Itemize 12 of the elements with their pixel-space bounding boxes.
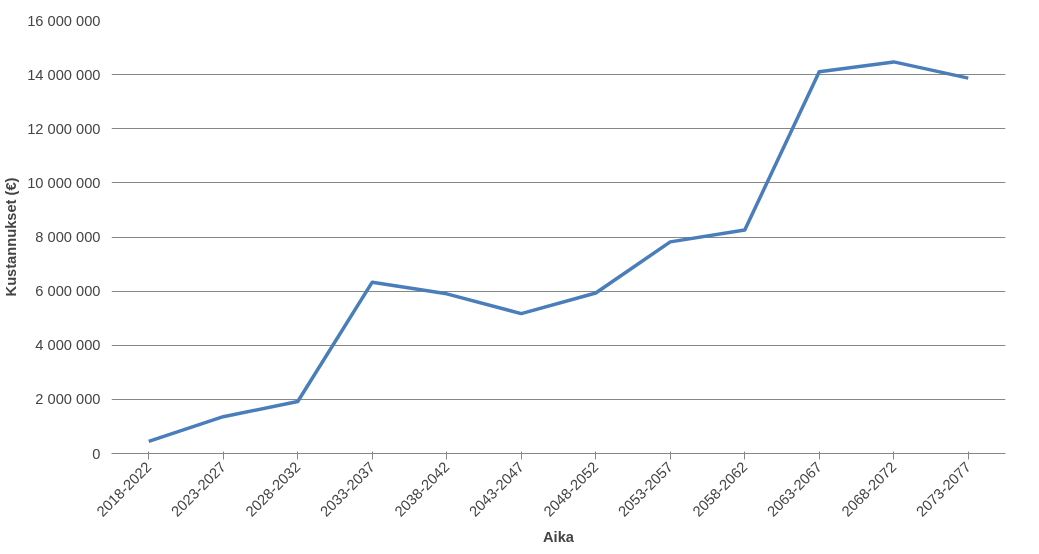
y-tick-label: 8 000 000 [35, 229, 101, 245]
y-tick-label: 6 000 000 [35, 283, 101, 300]
y-axis-title: Kustannukset (€) [3, 177, 20, 297]
line-series [147, 60, 970, 444]
y-tick-label: 14 000 000 [27, 66, 101, 83]
x-axis-title: Aika [543, 529, 575, 546]
y-tick-label: 0 [92, 445, 101, 462]
y-tick-label: 16 000 000 [27, 12, 101, 29]
y-tick-label: 4 000 000 [35, 337, 101, 354]
y-tick-label: 10 000 000 [27, 174, 101, 191]
y-tick-label: 2 000 000 [35, 391, 101, 408]
y-tick-label: 12 000 000 [27, 120, 101, 137]
